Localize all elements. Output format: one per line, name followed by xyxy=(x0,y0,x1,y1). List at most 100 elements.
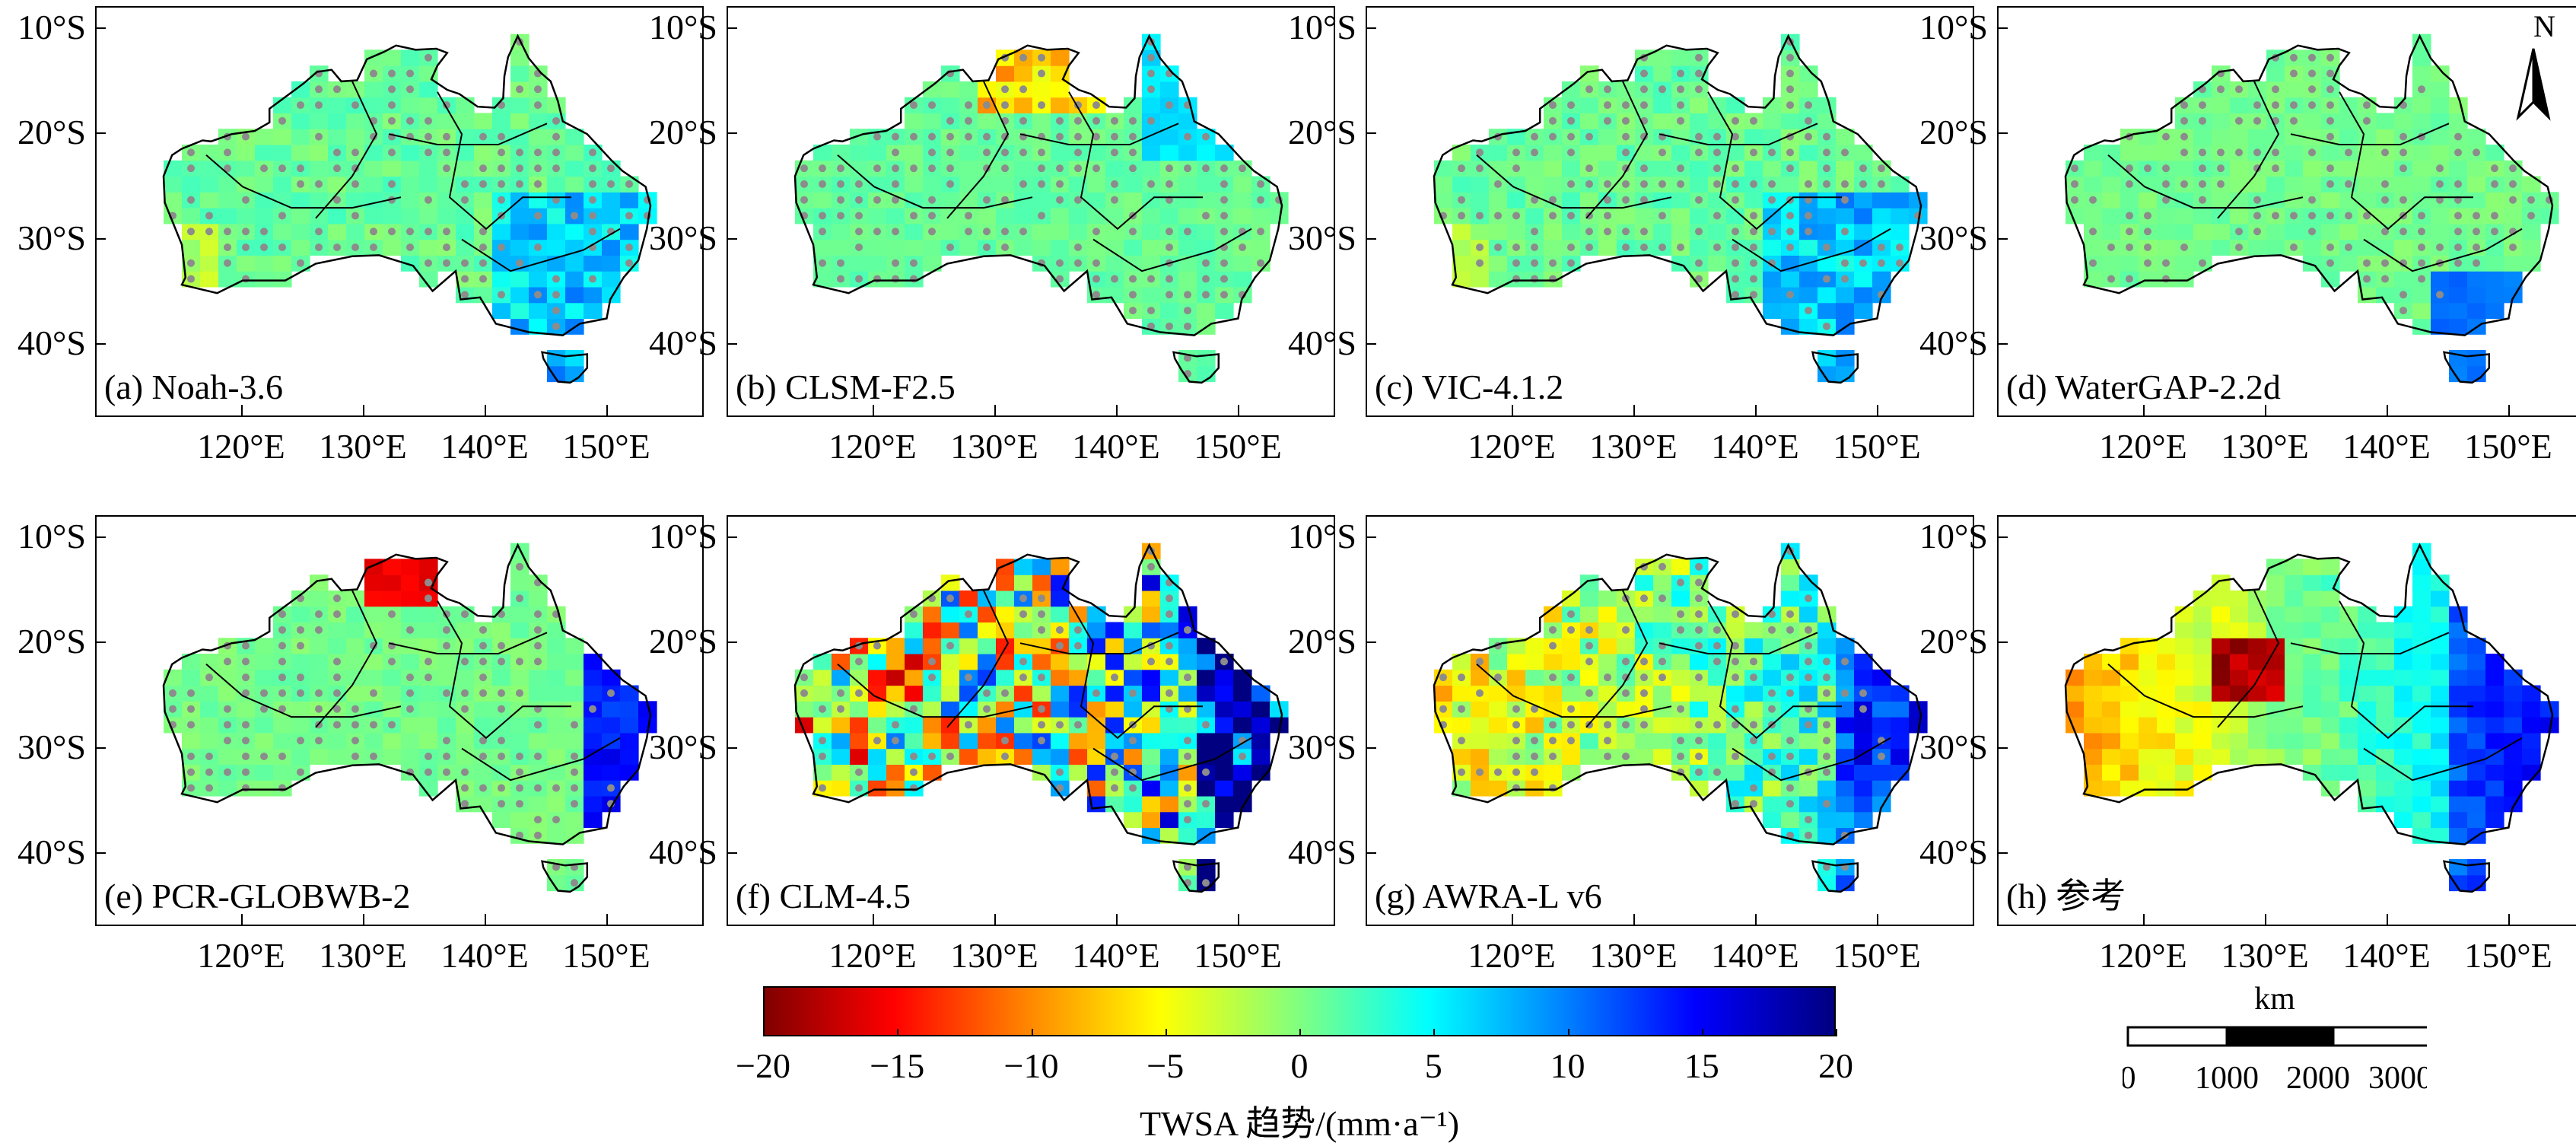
trend-cell xyxy=(2120,764,2139,781)
significance-dot xyxy=(169,689,177,697)
trend-cell xyxy=(401,606,420,623)
trend-cell xyxy=(2485,255,2504,272)
trend-cell xyxy=(1434,685,1453,702)
significance-dot xyxy=(1823,689,1830,697)
trend-cell xyxy=(1452,176,1471,193)
trend-cell xyxy=(886,669,905,686)
significance-dot xyxy=(1019,228,1027,236)
significance-dot xyxy=(2473,212,2480,220)
trend-cell xyxy=(1452,271,1471,288)
trend-cell xyxy=(1818,874,1837,892)
significance-dot xyxy=(1038,737,1045,745)
trend-cell xyxy=(1598,239,1617,256)
trend-cell xyxy=(1653,701,1672,718)
trend-cell xyxy=(2412,780,2431,797)
trend-cell xyxy=(492,223,511,240)
trend-cell xyxy=(1891,701,1910,718)
significance-dots xyxy=(800,38,1283,378)
trend-cell xyxy=(2102,654,2121,670)
trend-cell xyxy=(1142,606,1161,623)
trend-grid xyxy=(1434,543,1928,892)
significance-dot xyxy=(1476,244,1484,251)
trend-cell xyxy=(1087,654,1106,670)
trend-cell xyxy=(1544,764,1563,781)
trend-cell xyxy=(2321,748,2340,765)
lon-tick-mark xyxy=(2508,405,2510,415)
trend-cell xyxy=(547,717,566,734)
significance-dot xyxy=(516,259,523,267)
map-canvas xyxy=(162,33,657,384)
significance-dot xyxy=(1166,322,1173,330)
trend-cell xyxy=(2485,271,2504,288)
trend-cell xyxy=(2467,192,2486,209)
significance-dot xyxy=(1823,721,1830,729)
significance-dot xyxy=(1111,196,1118,204)
significance-dot xyxy=(1220,180,1228,188)
trend-cell xyxy=(529,318,548,335)
significance-dot xyxy=(2272,85,2279,94)
significance-dot xyxy=(1038,101,1045,110)
trend-cell xyxy=(1836,811,1855,829)
trend-cell xyxy=(1124,192,1143,209)
trend-cell xyxy=(529,685,548,702)
trend-cell xyxy=(1197,669,1216,686)
significance-dot xyxy=(1732,180,1739,188)
significance-dot xyxy=(892,721,899,729)
trend-cell xyxy=(584,811,603,829)
trend-cell xyxy=(1051,606,1070,623)
trend-cell xyxy=(584,748,603,765)
trend-cell xyxy=(1690,160,1709,177)
trend-cell xyxy=(456,113,475,129)
trend-cell xyxy=(602,732,621,750)
trend-cell xyxy=(620,192,639,209)
significance-dot xyxy=(260,228,268,236)
trend-cell xyxy=(2376,286,2395,304)
trend-cell xyxy=(419,622,438,638)
trend-cell xyxy=(1032,638,1051,654)
basin-boundary xyxy=(1019,632,1179,654)
trend-cell xyxy=(1525,638,1544,654)
significance-dot xyxy=(315,85,323,94)
trend-cell xyxy=(1799,575,1818,591)
trend-cell xyxy=(2321,701,2340,718)
trend-cell xyxy=(1142,795,1161,813)
trend-cell xyxy=(1069,701,1088,718)
significance-dot xyxy=(2308,228,2316,236)
trend-cell xyxy=(2303,748,2322,765)
significance-dot xyxy=(2199,164,2206,173)
significance-dot xyxy=(800,673,808,682)
significance-dot xyxy=(892,275,899,283)
significance-dot xyxy=(1129,275,1137,283)
trend-cell xyxy=(2504,780,2523,797)
trend-cell xyxy=(1708,255,1727,272)
trend-cell xyxy=(2303,732,2322,750)
trend-cell xyxy=(437,208,456,224)
trend-cell xyxy=(978,654,997,670)
trend-cell xyxy=(1160,748,1179,765)
significance-dot xyxy=(1129,689,1137,697)
trend-cell xyxy=(941,575,960,591)
trend-cell xyxy=(2321,606,2340,623)
trend-cell xyxy=(1891,764,1910,781)
trend-cell xyxy=(1014,160,1033,177)
significance-dot xyxy=(552,784,560,792)
trend-cell xyxy=(2084,780,2103,797)
lat-tick-label: 30°S xyxy=(1919,727,1988,766)
coastline-mainland xyxy=(162,543,652,845)
significance-dot xyxy=(333,244,341,251)
significance-dot xyxy=(242,196,250,204)
trend-cell xyxy=(2212,654,2231,670)
trend-cell xyxy=(1818,223,1837,240)
trend-cell xyxy=(2303,239,2322,256)
trend-cell xyxy=(364,732,383,750)
lon-tick-mark xyxy=(1512,914,1513,925)
trend-cell xyxy=(2449,732,2468,750)
trend-cell xyxy=(1635,145,1654,161)
basin-boundary xyxy=(2363,228,2523,272)
significance-dot xyxy=(1805,816,1812,824)
significance-dot xyxy=(278,673,286,682)
significance-dot xyxy=(1823,275,1830,283)
trend-cell xyxy=(419,176,438,193)
trend-cell xyxy=(1598,590,1617,607)
trend-cell xyxy=(456,160,475,177)
